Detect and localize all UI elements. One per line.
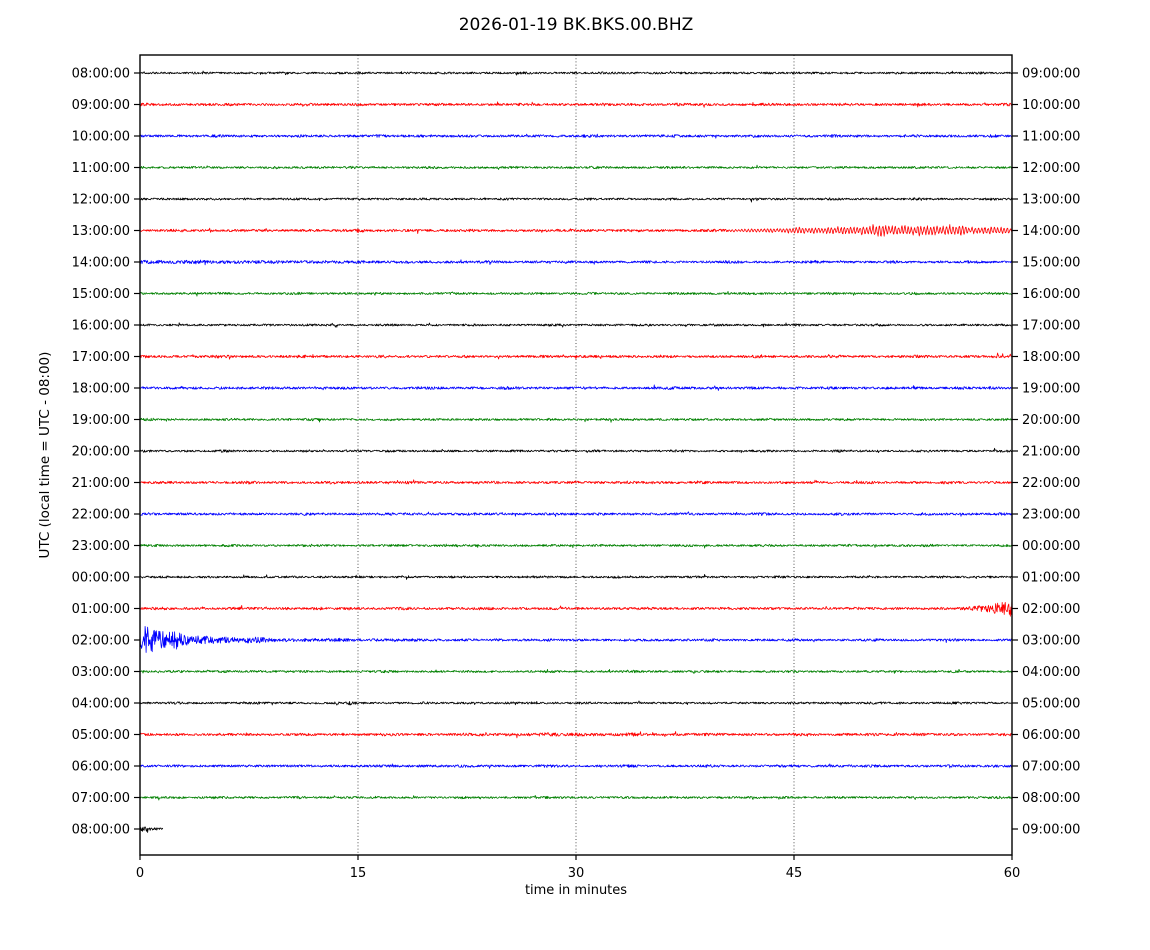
seismogram-trace [139, 668, 1013, 674]
seismogram-trace [139, 763, 1013, 769]
seismogram-trace [139, 795, 1013, 801]
seismogram-trace [139, 133, 1012, 139]
seismogram-trace [139, 70, 1012, 76]
seismogram-trace [139, 101, 1013, 108]
x-tick-label: 30 [568, 866, 585, 881]
seismogram-trace [139, 447, 1013, 454]
x-tick-label: 45 [786, 866, 803, 881]
seismogram-trace [139, 322, 1012, 328]
row-label-local: 23:00:00 [1022, 508, 1080, 523]
row-label-utc: 10:00:00 [72, 130, 130, 145]
row-label-utc: 17:00:00 [72, 350, 130, 365]
row-label-utc: 08:00:00 [72, 823, 130, 838]
row-label-local: 22:00:00 [1022, 476, 1080, 491]
row-label-local: 09:00:00 [1022, 823, 1080, 838]
row-label-local: 02:00:00 [1022, 602, 1080, 617]
row-label-local: 16:00:00 [1022, 287, 1080, 302]
row-label-local: 13:00:00 [1022, 193, 1080, 208]
row-label-local: 01:00:00 [1022, 571, 1080, 586]
row-label-utc: 04:00:00 [72, 697, 130, 712]
x-tick-label: 60 [1004, 866, 1021, 881]
row-label-local: 11:00:00 [1022, 130, 1080, 145]
row-label-utc: 14:00:00 [72, 256, 130, 271]
row-label-local: 10:00:00 [1022, 98, 1080, 113]
row-label-utc: 00:00:00 [72, 571, 130, 586]
seismogram-trace [139, 700, 1013, 706]
row-label-utc: 01:00:00 [72, 602, 130, 617]
row-label-utc: 07:00:00 [72, 791, 130, 806]
seismogram-trace [139, 384, 1013, 391]
row-label-utc: 22:00:00 [72, 508, 130, 523]
row-label-local: 08:00:00 [1022, 791, 1080, 806]
seismogram-trace [139, 352, 1013, 360]
seismogram-trace [139, 164, 1013, 170]
row-label-local: 05:00:00 [1022, 697, 1080, 712]
row-label-local: 19:00:00 [1022, 382, 1080, 397]
row-label-local: 09:00:00 [1022, 67, 1080, 82]
row-label-local: 20:00:00 [1022, 413, 1080, 428]
row-label-local: 04:00:00 [1022, 665, 1080, 680]
x-tick-label: 15 [350, 866, 367, 881]
row-label-local: 07:00:00 [1022, 760, 1080, 775]
row-label-utc: 23:00:00 [72, 539, 130, 554]
row-label-local: 18:00:00 [1022, 350, 1080, 365]
seismogram-trace [139, 224, 1013, 237]
row-label-utc: 02:00:00 [72, 634, 130, 649]
plot-frame [139, 54, 1013, 856]
row-label-local: 15:00:00 [1022, 256, 1080, 271]
seismogram-trace [139, 291, 1012, 297]
row-label-utc: 19:00:00 [72, 413, 130, 428]
seismogram-trace [139, 197, 1013, 203]
seismogram-trace [139, 601, 1013, 617]
row-label-utc: 20:00:00 [72, 445, 130, 460]
seismogram-trace [139, 626, 1013, 653]
row-label-utc: 16:00:00 [72, 319, 130, 334]
row-label-utc: 09:00:00 [72, 98, 130, 113]
row-label-local: 06:00:00 [1022, 728, 1080, 743]
row-label-utc: 13:00:00 [72, 224, 130, 239]
row-label-local: 14:00:00 [1022, 224, 1080, 239]
y-axis-label: UTC (local time = UTC - 08:00) [37, 351, 53, 559]
seismogram-trace [139, 573, 1013, 580]
seismogram-trace [139, 417, 1013, 423]
seismogram-trace [139, 731, 1013, 739]
row-label-local: 21:00:00 [1022, 445, 1080, 460]
row-label-utc: 18:00:00 [72, 382, 130, 397]
row-label-utc: 21:00:00 [72, 476, 130, 491]
row-label-utc: 11:00:00 [72, 161, 130, 176]
seismogram-trace [139, 511, 1013, 517]
row-label-utc: 06:00:00 [72, 760, 130, 775]
row-label-utc: 05:00:00 [72, 728, 130, 743]
x-tick-label: 0 [136, 866, 144, 881]
row-label-utc: 08:00:00 [72, 67, 130, 82]
row-label-utc: 12:00:00 [72, 193, 130, 208]
row-label-local: 12:00:00 [1022, 161, 1080, 176]
row-label-local: 03:00:00 [1022, 634, 1080, 649]
row-label-local: 17:00:00 [1022, 319, 1080, 334]
seismogram-trace [139, 826, 164, 833]
plot-title: 2026-01-19 BK.BKS.00.BHZ [458, 15, 694, 35]
seismogram-trace [139, 543, 1013, 549]
row-label-utc: 03:00:00 [72, 665, 130, 680]
seismogram-trace [139, 259, 1013, 266]
x-axis-label: time in minutes [524, 883, 628, 898]
row-label-utc: 15:00:00 [72, 287, 130, 302]
seismogram-trace [139, 479, 1013, 485]
row-label-local: 00:00:00 [1022, 539, 1080, 554]
